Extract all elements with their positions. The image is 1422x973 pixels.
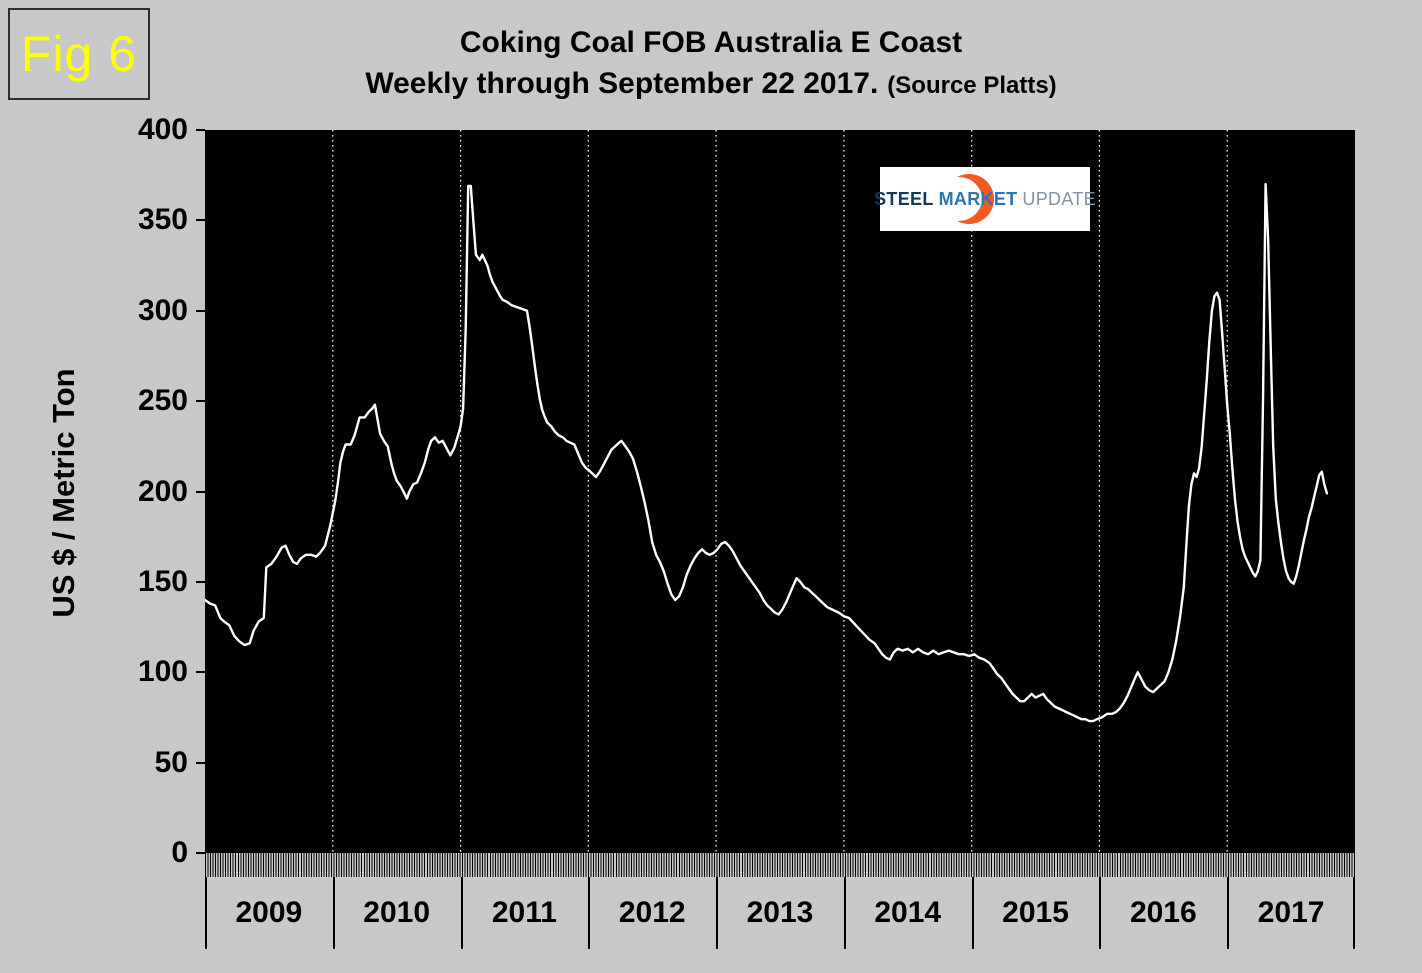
chart-subtitle-main: Weekly through September 22 2017.	[365, 67, 879, 100]
x-year-label: 2013	[746, 896, 814, 929]
logo-market-text: MARKET	[938, 188, 1018, 209]
logo-steel-text: STEEL	[874, 188, 934, 209]
price-line-chart	[205, 130, 1329, 853]
y-tick-mark	[196, 309, 205, 312]
x-axis-year-separator	[332, 877, 335, 949]
x-axis-band: 2009 2010 2011 2012 2013 2014 2015 2016 2017	[205, 877, 1355, 949]
x-year-label: 2014	[874, 896, 942, 929]
y-tick-mark	[196, 219, 205, 222]
logo-orange-swoosh-icon	[935, 174, 994, 224]
chart-title-block: Coking Coal FOB Australia E Coast Weekly…	[0, 22, 1422, 103]
plot-area: STEEL MARKET UPDATE	[205, 130, 1355, 853]
x-axis-year-separator	[716, 877, 719, 949]
figure-label: Fig 6	[8, 8, 150, 100]
chart-title: Coking Coal FOB Australia E Coast	[459, 26, 963, 59]
y-tick-label: 300	[137, 293, 188, 327]
y-tick-mark	[196, 400, 205, 403]
y-axis-title: US $ / Metric Ton	[46, 368, 81, 618]
y-tick-label: 200	[137, 474, 188, 508]
logo-update-text: UPDATE	[1022, 188, 1096, 209]
smu-logo: STEEL MARKET UPDATE	[874, 167, 1096, 231]
y-tick-mark	[196, 129, 205, 131]
x-year-label: 2010	[363, 896, 431, 929]
y-tick-mark	[196, 490, 205, 493]
x-year-label: 2009	[235, 896, 303, 929]
x-axis-year-separator	[1227, 877, 1230, 949]
x-year-label: 2011	[491, 896, 557, 929]
x-axis-year-separator	[1353, 877, 1355, 949]
y-tick-label: 150	[137, 564, 188, 598]
y-tick-label: 100	[137, 655, 188, 689]
y-tick-mark	[196, 852, 205, 854]
y-tick-mark	[196, 671, 205, 674]
y-tick-mark	[196, 761, 205, 764]
chart-source: (Source Platts)	[887, 72, 1057, 99]
y-tick-label: 0	[171, 836, 188, 869]
y-tick-mark	[196, 580, 205, 583]
chart-subtitle: Weekly through September 22 2017. (Source…	[0, 64, 1422, 103]
x-axis-year-separator	[1099, 877, 1102, 949]
x-axis-year-separator	[205, 877, 207, 949]
y-tick-label: 400	[137, 113, 188, 146]
x-year-label: 2015	[1002, 896, 1069, 929]
x-axis-year-separator	[971, 877, 974, 949]
y-tick-label: 350	[137, 203, 188, 237]
y-tick-label: 50	[154, 745, 188, 779]
x-year-label: 2017	[1257, 896, 1325, 929]
x-year-label: 2016	[1129, 896, 1197, 929]
x-axis-year-separator	[588, 877, 591, 949]
x-axis-weekly-ticks	[205, 853, 1355, 877]
y-tick-label: 250	[137, 384, 188, 418]
x-year-label: 2012	[618, 896, 686, 929]
x-axis-year-separator	[460, 877, 463, 949]
x-axis-year-separator	[843, 877, 846, 949]
